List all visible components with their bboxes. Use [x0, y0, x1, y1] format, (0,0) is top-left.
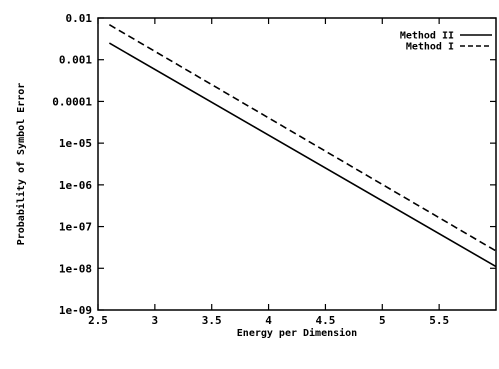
legend-label: Method II [400, 31, 454, 42]
x-tick-label: 3 [152, 314, 159, 327]
y-tick-label: 1e-07 [59, 221, 92, 234]
series-line-method-i [108, 24, 497, 252]
x-tick-label: 3.5 [202, 314, 222, 327]
y-tick-label: 1e-06 [59, 179, 92, 192]
tick-labels: 2.5 3 3.5 4 4.5 5 5.5 0.01 0.001 0.0001 1e-05 1e-06… [52, 12, 449, 327]
x-tick-label: 5.5 [429, 314, 449, 327]
legend-label: Method I [406, 42, 454, 53]
x-axis-label: Energy per Dimension [237, 327, 357, 339]
y-tick-label: 0.001 [59, 54, 92, 67]
y-tick-label: 1e-09 [59, 304, 92, 317]
plot-frame [97, 17, 497, 311]
y-tick-label: 0.01 [66, 12, 93, 25]
series-layer [108, 24, 497, 268]
x-tick-label: 2.5 [88, 314, 108, 327]
x-tick-label: 4 [265, 314, 272, 327]
y-tick-label: 1e-05 [59, 137, 92, 150]
y-tick-label: 0.0001 [52, 95, 92, 108]
x-tick-label: 4.5 [315, 314, 335, 327]
series-line-method-ii [108, 42, 497, 268]
axis-ticks [97, 17, 496, 311]
y-axis-label: Probability of Symbol Error [15, 83, 27, 246]
x-tick-label: 5 [379, 314, 386, 327]
y-tick-label: 1e-08 [59, 262, 92, 275]
